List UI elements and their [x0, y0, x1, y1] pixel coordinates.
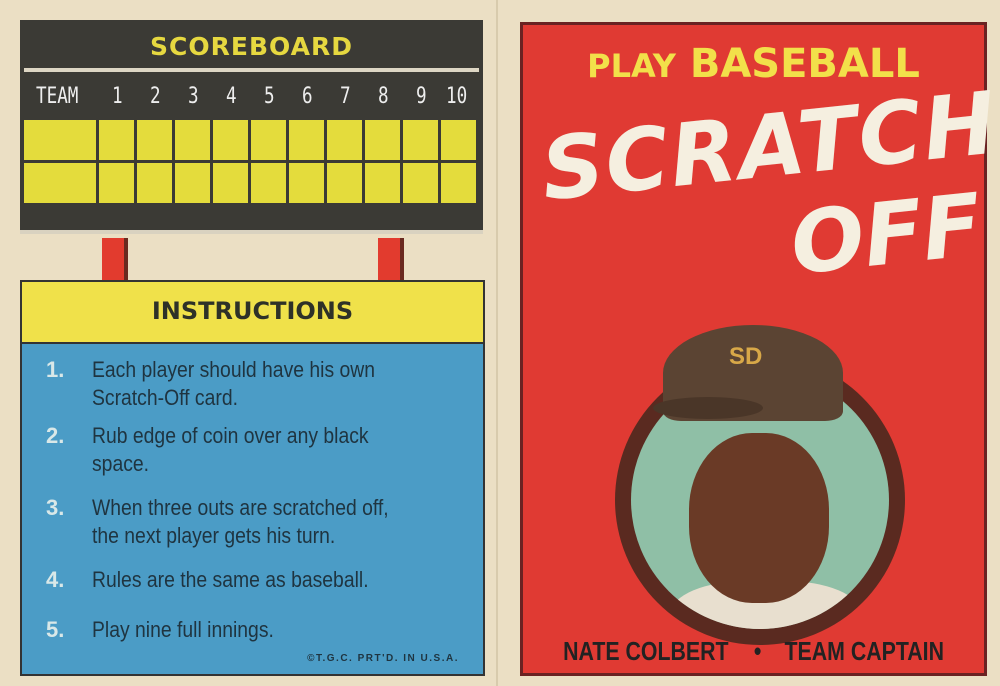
inning-cell — [213, 163, 248, 203]
header-inning: 2 — [150, 84, 161, 109]
step-text: Scratch-Off card. — [92, 385, 238, 410]
step: 5. Play nine full innings. — [46, 616, 469, 644]
card-title: PLAY BASEBALL — [523, 41, 984, 87]
scoreboard-post — [102, 238, 128, 280]
team-cell — [24, 163, 96, 203]
score-row — [24, 120, 476, 160]
header-inning: 1 — [112, 84, 123, 109]
inning-cell — [289, 120, 324, 160]
inning-cell — [251, 163, 286, 203]
step-text: space. — [92, 451, 150, 476]
step-text: Play nine full innings. — [92, 617, 274, 642]
step-number: 4. — [46, 567, 65, 592]
scoreboard: SCOREBOARD TEAM 1 2 3 4 5 6 7 8 9 10 — [20, 20, 483, 234]
instructions-title: INSTRUCTIONS — [22, 282, 483, 344]
header-inning: 3 — [188, 84, 199, 109]
step: 3. When three outs are scratched off, the … — [46, 494, 469, 550]
header-inning: 8 — [378, 84, 389, 109]
inning-cell — [175, 163, 210, 203]
inning-cell — [403, 163, 438, 203]
separator: • — [753, 636, 761, 666]
inning-cell — [441, 163, 476, 203]
inning-cell — [137, 120, 172, 160]
score-row — [24, 163, 476, 203]
cap-brim — [653, 397, 763, 419]
inning-cell — [99, 163, 134, 203]
instructions-panel: INSTRUCTIONS 1. Each player should have h… — [20, 280, 485, 676]
header-inning: 6 — [302, 84, 313, 109]
header-team: TEAM — [36, 84, 79, 109]
step-text: Rules are the same as baseball. — [92, 567, 369, 592]
inning-cell — [403, 120, 438, 160]
inning-cell — [365, 120, 400, 160]
inning-cell — [289, 163, 324, 203]
inning-cell — [99, 120, 134, 160]
step: 2. Rub edge of coin over any black space. — [46, 422, 469, 478]
step-text: the next player gets his turn. — [92, 523, 336, 548]
scoreboard-post — [378, 238, 404, 280]
play-text: PLAY — [587, 47, 676, 85]
copyright: ©T.G.C. PRT'D. IN U.S.A. — [307, 653, 459, 664]
header-inning: 7 — [340, 84, 351, 109]
header-inning: 4 — [226, 84, 237, 109]
header-inning: 9 — [416, 84, 427, 109]
cap-logo: SD — [729, 343, 763, 370]
inning-cell — [327, 120, 362, 160]
header-inning: 5 — [264, 84, 275, 109]
team-cell — [24, 120, 96, 160]
player-role: TEAM CAPTAIN — [784, 636, 945, 666]
step-text: When three outs are scratched off, — [92, 495, 389, 520]
player-name: NATE COLBERT — [563, 636, 729, 666]
scoreboard-title: SCOREBOARD — [150, 32, 353, 61]
inning-cell — [175, 120, 210, 160]
step-number: 3. — [46, 495, 65, 520]
divider — [24, 68, 479, 72]
header-inning: 10 — [446, 84, 468, 109]
step-text: Each player should have his own — [92, 357, 376, 382]
step-number: 1. — [46, 357, 65, 382]
off-text: OFF — [786, 175, 987, 295]
step: 4. Rules are the same as baseball. — [46, 566, 469, 594]
card-footer: NATE COLBERT • TEAM CAPTAIN — [545, 636, 962, 667]
inning-cell — [441, 120, 476, 160]
step-number: 5. — [46, 617, 65, 642]
baseball-text: BASEBALL — [689, 41, 920, 87]
inning-cell — [327, 163, 362, 203]
player-card: PLAY BASEBALL SCRATCH OFF SD NATE COLBER… — [520, 22, 1000, 676]
inning-cell — [365, 163, 400, 203]
step: 1. Each player should have his own Scratch… — [46, 356, 469, 412]
card-fold — [496, 0, 498, 686]
inning-cell — [213, 120, 248, 160]
inning-cell — [137, 163, 172, 203]
step-number: 2. — [46, 423, 65, 448]
inning-cell — [251, 120, 286, 160]
step-text: Rub edge of coin over any black — [92, 423, 369, 448]
